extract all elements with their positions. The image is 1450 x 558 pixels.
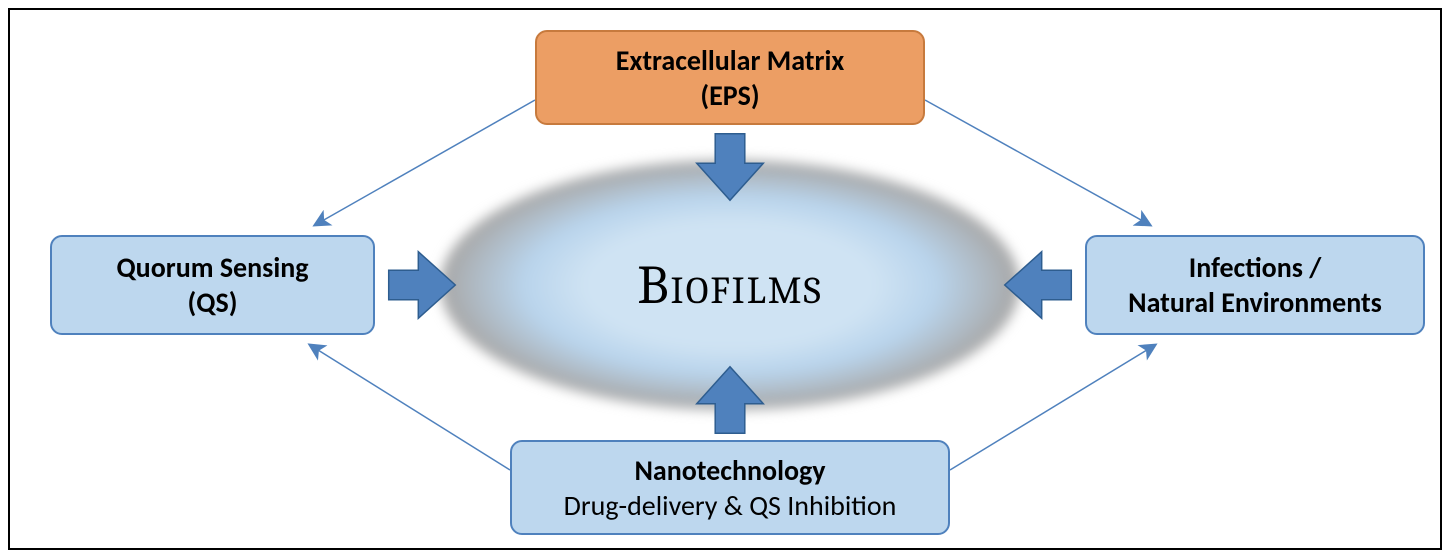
node-label: Nanotechnology (634, 453, 825, 488)
node-nanotechnology: Nanotechnology Drug-delivery & QS Inhibi… (510, 440, 950, 535)
node-label: Quorum Sensing (116, 250, 308, 285)
node-label: Extracellular Matrix (616, 43, 844, 78)
diagram-frame: Biofilms Extracellular Matrix (EPS) Quor… (8, 8, 1442, 550)
node-extracellular-matrix: Extracellular Matrix (EPS) (535, 30, 925, 125)
node-label: (EPS) (700, 78, 759, 113)
node-label: (QS) (188, 285, 238, 320)
node-label: Natural Environments (1128, 285, 1382, 320)
node-label: Infections / (1189, 250, 1322, 285)
center-label: Biofilms (440, 160, 1020, 410)
node-infections: Infections / Natural Environments (1085, 235, 1425, 335)
node-label: Drug-delivery & QS Inhibition (564, 488, 897, 523)
node-quorum-sensing: Quorum Sensing (QS) (50, 235, 375, 335)
